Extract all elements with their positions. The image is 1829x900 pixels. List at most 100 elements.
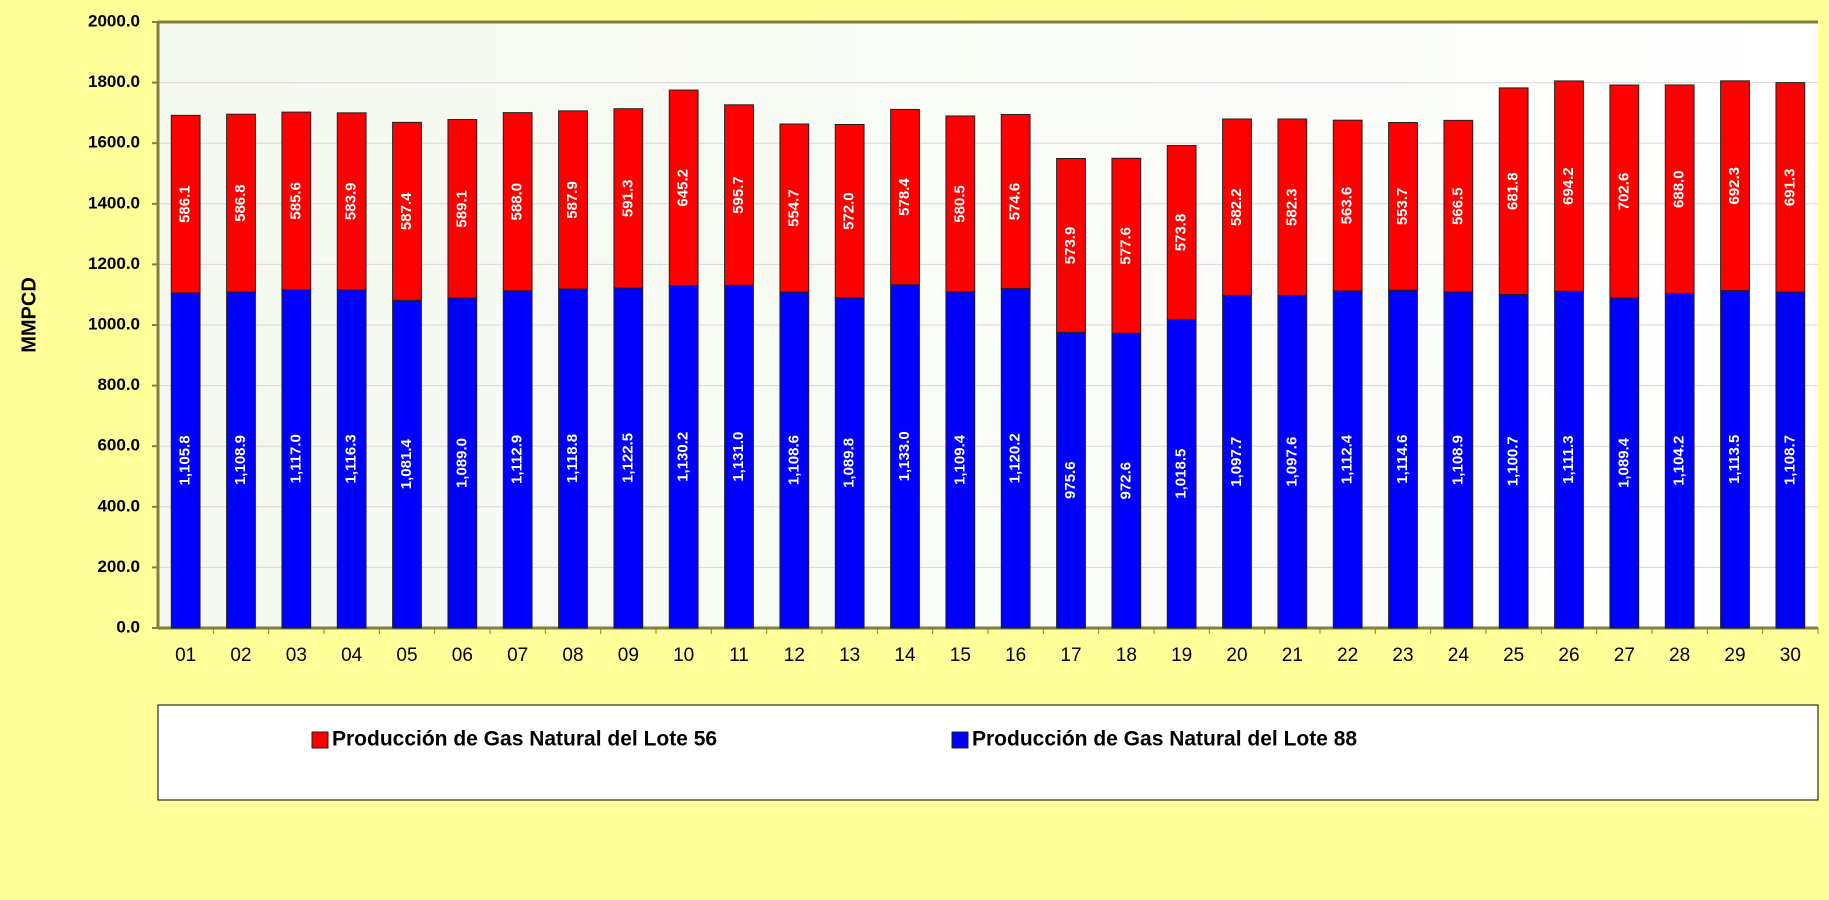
bar-segment [1498,293,1529,629]
bar-segment [1664,292,1695,629]
bar-segment [1222,294,1252,629]
value-label: 1,089.0 [453,438,470,488]
y-tick-label: 0.0 [116,617,140,636]
value-label: 587.9 [564,181,581,219]
bar-segment [668,89,699,287]
x-tick-label: 04 [341,645,363,666]
bar-segment [1166,145,1197,320]
x-tick-label: 10 [673,645,694,666]
value-label: 1,108.9 [232,435,249,485]
bar-segment [447,119,478,299]
value-label: 1,133.0 [896,431,913,481]
x-tick-label: 24 [1448,645,1470,666]
y-tick-label: 600.0 [97,436,140,455]
bar-segment [1609,84,1640,299]
x-tick-label: 05 [396,645,417,666]
value-label: 582.3 [1283,188,1300,226]
x-tick-label: 13 [839,645,860,666]
value-label: 585.6 [287,182,304,220]
value-label: 1,111.3 [1560,435,1577,483]
value-label: 1,112.9 [509,435,526,484]
y-tick-label: 1600.0 [88,133,140,152]
bar-segment [890,108,920,286]
bar-segment [1332,290,1363,629]
x-tick-label: 25 [1503,645,1524,666]
x-tick-label: 19 [1171,645,1192,666]
x-tick-label: 28 [1669,645,1690,666]
bar-segment [226,291,256,629]
bar-segment [1498,87,1529,295]
y-tick-label: 1200.0 [88,254,140,273]
value-label: 1,081.4 [398,438,415,489]
bar-segment [502,290,533,629]
bar-segment [945,115,976,293]
y-axis-label: MMPCD [18,277,40,353]
x-tick-label: 27 [1614,645,1635,666]
bar-segment [1775,82,1806,293]
bar-segment [502,112,533,292]
value-label: 1,089.4 [1615,437,1632,488]
y-tick-label: 1800.0 [88,72,140,91]
x-tick-label: 15 [950,645,971,666]
value-label: 566.5 [1449,187,1466,225]
bar-segment [1720,80,1750,292]
bar-segment [1554,290,1584,629]
bar-segment [1277,118,1308,296]
bar-segment [613,287,644,629]
value-label: 1,131.0 [730,432,747,482]
bar-segment [1443,119,1474,293]
value-label: 586.8 [232,184,249,222]
legend-box [157,704,1819,801]
value-label: 583.9 [343,183,360,221]
value-label: 588.0 [509,183,526,221]
legend-swatch [311,731,329,749]
value-label: 589.1 [453,190,470,228]
x-tick-label: 06 [452,645,473,666]
value-label: 1,113.5 [1726,435,1743,484]
bar-segment [392,121,422,301]
bar-segment [1166,318,1197,629]
x-tick-label: 08 [562,645,583,666]
value-label: 1,112.4 [1339,434,1356,484]
bar-segment [613,108,644,289]
x-tick-label: 18 [1116,645,1137,666]
value-label: 1,105.8 [177,435,194,485]
value-label: 1,104.2 [1671,436,1688,486]
bar-segment [1111,157,1142,334]
bar-segment [668,285,699,629]
value-label: 591.3 [619,180,636,218]
x-tick-label: 09 [618,645,639,666]
value-label: 577.6 [1117,227,1134,265]
bar-segment [170,114,201,294]
bar-segment [1388,122,1418,291]
y-tick-label: 800.0 [97,375,140,394]
value-label: 1,109.4 [951,434,968,485]
bar-segment [724,284,754,629]
bar-segment [834,297,865,629]
bar-segment [1664,84,1695,294]
value-label: 1,116.3 [343,434,360,483]
value-label: 702.6 [1615,173,1632,211]
value-label: 691.3 [1781,169,1798,207]
x-tick-label: 20 [1226,645,1247,666]
value-label: 573.8 [1173,214,1190,252]
value-label: 1,118.8 [564,434,581,483]
x-tick-label: 14 [894,645,916,666]
bar-segment [1443,291,1474,629]
x-tick-label: 01 [175,645,196,666]
value-label: 582.2 [1228,188,1245,226]
value-label: 1,120.2 [1007,433,1024,483]
value-label: 692.3 [1726,167,1743,205]
value-label: 694.2 [1560,167,1577,205]
value-label: 563.6 [1339,187,1356,225]
bar-segment [281,111,312,291]
legend-label: Producción de Gas Natural del Lote 88 [972,728,1357,751]
value-label: 1,108.9 [1449,435,1466,485]
bar-segment [1000,113,1031,290]
bar-segment [1277,294,1308,629]
y-tick-label: 200.0 [97,557,140,576]
value-label: 578.4 [896,178,913,216]
bar-segment [1554,80,1584,292]
value-label: 645.2 [675,169,692,207]
